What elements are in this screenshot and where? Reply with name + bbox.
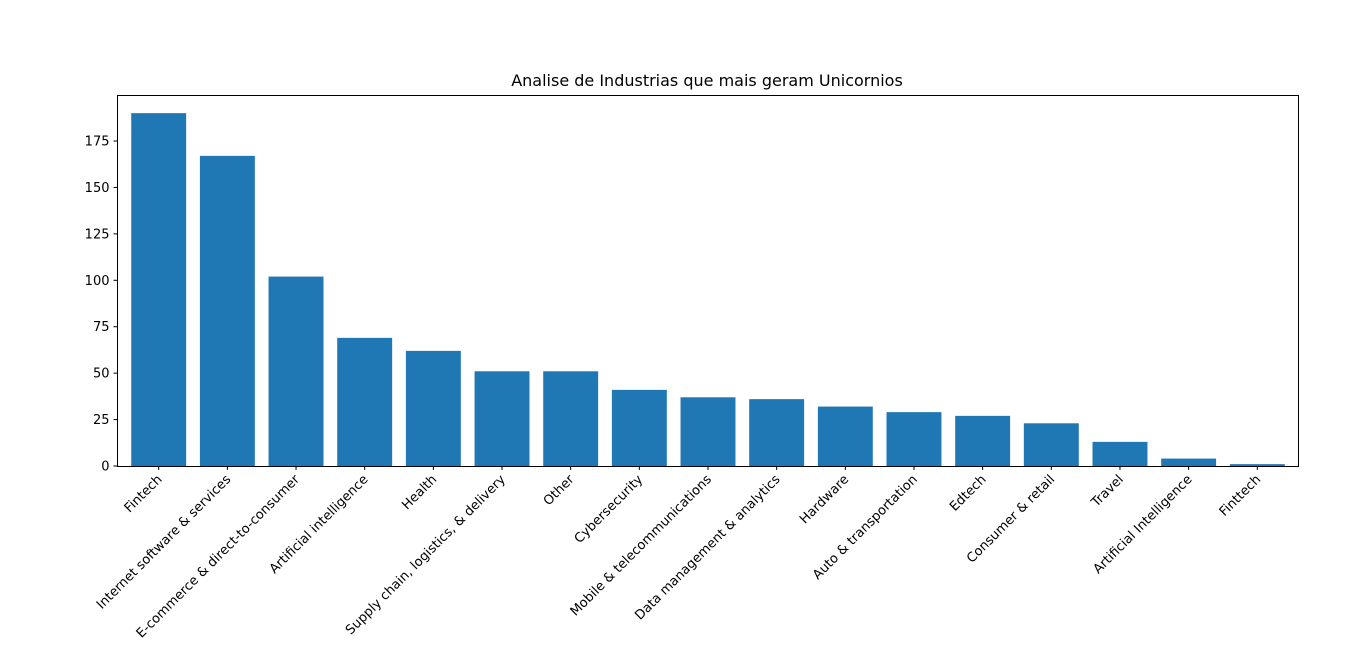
bar (680, 397, 736, 466)
y-tick-label: 150 (85, 181, 110, 196)
x-tick-label: Mobile & telecommunications (568, 472, 715, 619)
bars-group (131, 113, 1285, 467)
bar (749, 399, 805, 466)
bar (405, 350, 461, 466)
bar (955, 415, 1011, 466)
bar (474, 371, 530, 466)
x-tick-label: Travel (1088, 472, 1127, 511)
y-tick-label: 100 (85, 274, 110, 289)
bar (1092, 441, 1148, 466)
y-tick-label: 75 (93, 320, 110, 335)
bar (611, 389, 667, 466)
bar (337, 337, 393, 466)
y-tick-label: 50 (93, 367, 110, 382)
axes-frame (117, 95, 1299, 467)
bar (543, 371, 599, 466)
x-tick-label: Fintech (122, 472, 166, 516)
bar (817, 406, 873, 466)
bar (1161, 458, 1217, 466)
x-tick-label: Data management & analytics (632, 472, 783, 623)
x-tick-label: Other (541, 472, 578, 509)
bar (886, 412, 942, 466)
x-tick-label: Internet software & services (94, 472, 234, 612)
x-tick-label: Finttech (1217, 472, 1264, 519)
x-tick-label: Cybersecurity (572, 472, 647, 547)
bar (1023, 423, 1079, 466)
y-tick-label: 125 (85, 227, 110, 242)
y-axis: 0 25 50 75 100 125 150 175 (85, 135, 118, 475)
bar (1229, 464, 1285, 466)
bar (268, 276, 324, 466)
x-tick-label: Health (399, 472, 440, 513)
x-tick-label: Hardware (797, 472, 852, 527)
x-tick-label: Edtech (947, 472, 989, 514)
y-tick-label: 175 (85, 135, 110, 150)
y-tick-label: 0 (101, 460, 109, 475)
chart-title: Analise de Industrias que mais geram Uni… (511, 71, 903, 90)
bar (199, 155, 255, 467)
y-tick-label: 25 (93, 413, 110, 428)
bar (131, 113, 187, 466)
